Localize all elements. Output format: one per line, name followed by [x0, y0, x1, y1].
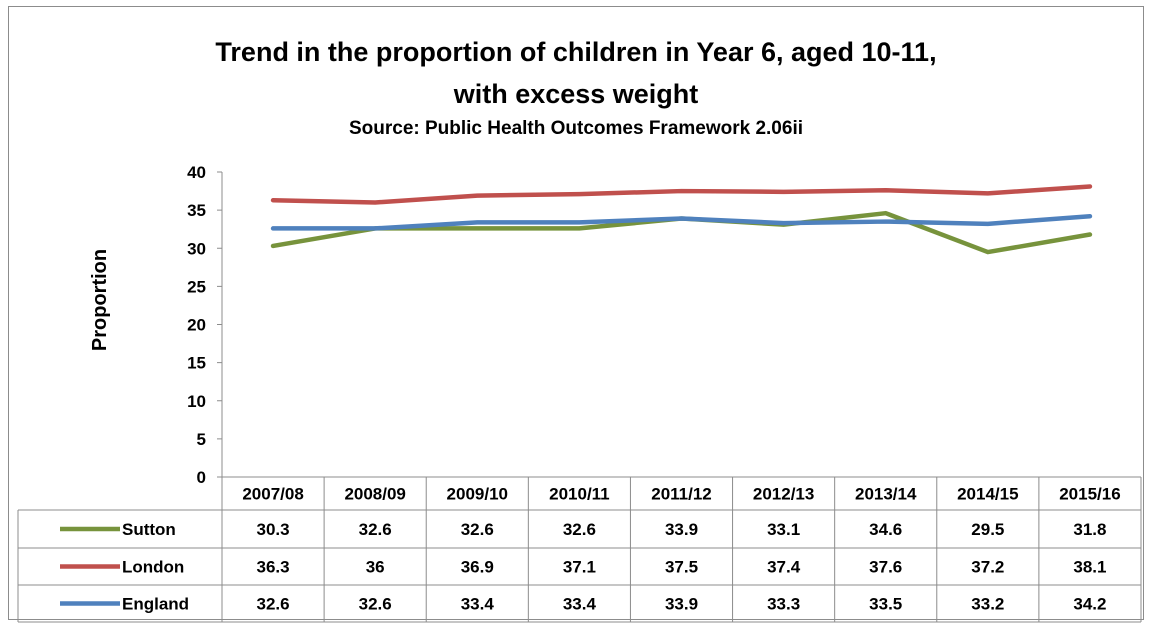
- table-value: 32.6: [563, 520, 596, 539]
- y-tick-label: 5: [197, 430, 206, 449]
- y-tick-label: 15: [187, 354, 206, 373]
- table-value: 36.3: [257, 558, 290, 577]
- y-tick-label: 40: [187, 163, 206, 182]
- legend-label-sutton: Sutton: [122, 520, 176, 539]
- table-value: 33.9: [665, 520, 698, 539]
- y-tick-label: 0: [197, 468, 206, 487]
- table-value: 37.2: [971, 558, 1004, 577]
- table-value: 34.2: [1073, 595, 1106, 614]
- table-value: 37.5: [665, 558, 698, 577]
- table-value: 33.5: [869, 595, 902, 614]
- table-value: 38.1: [1073, 558, 1106, 577]
- table-value: 33.4: [563, 595, 597, 614]
- y-tick-label: 10: [187, 392, 206, 411]
- table-value: 34.6: [869, 520, 902, 539]
- chart-frame: [8, 6, 1144, 620]
- table-value: 33.9: [665, 595, 698, 614]
- category-label: 2007/08: [242, 485, 303, 504]
- y-tick-label: 35: [187, 201, 206, 220]
- table-value: 37.1: [563, 558, 596, 577]
- legend-label-london: London: [122, 558, 184, 577]
- table-value: 37.4: [767, 558, 801, 577]
- y-tick-label: 30: [187, 239, 206, 258]
- table-value: 31.8: [1073, 520, 1106, 539]
- table-value: 32.6: [461, 520, 494, 539]
- chart-subtitle: Source: Public Health Outcomes Framework…: [348, 118, 804, 139]
- table-value: 32.6: [257, 595, 290, 614]
- category-label: 2010/11: [549, 485, 610, 504]
- series-line-london: [270, 184, 1093, 205]
- table-value: 30.3: [257, 520, 290, 539]
- table-value: 32.6: [359, 595, 392, 614]
- category-label: 2013/14: [855, 485, 917, 504]
- y-tick-label: 20: [187, 316, 206, 335]
- chart-title-line1: Trend in the proportion of children in Y…: [215, 37, 937, 67]
- table-value: 36.9: [461, 558, 494, 577]
- table-value: 29.5: [971, 520, 1004, 539]
- table-value: 33.3: [767, 595, 800, 614]
- category-label: 2008/09: [344, 485, 405, 504]
- table-value: 36: [366, 558, 385, 577]
- table-value: 33.1: [767, 520, 800, 539]
- table-value: 32.6: [359, 520, 392, 539]
- table-value: 33.4: [461, 595, 495, 614]
- legend-label-england: England: [122, 595, 189, 614]
- table-value: 33.2: [971, 595, 1004, 614]
- category-label: 2011/12: [651, 485, 712, 504]
- category-label: 2015/16: [1059, 485, 1120, 504]
- category-label: 2012/13: [753, 485, 814, 504]
- table-value: 37.6: [869, 558, 902, 577]
- category-label: 2009/10: [447, 485, 508, 504]
- category-label: 2014/15: [957, 485, 1018, 504]
- y-tick-label: 25: [187, 277, 206, 296]
- series-line-england: [270, 213, 1093, 231]
- y-axis-title: Proportion: [89, 249, 111, 351]
- chart-title-line2: with excess weight: [453, 79, 699, 109]
